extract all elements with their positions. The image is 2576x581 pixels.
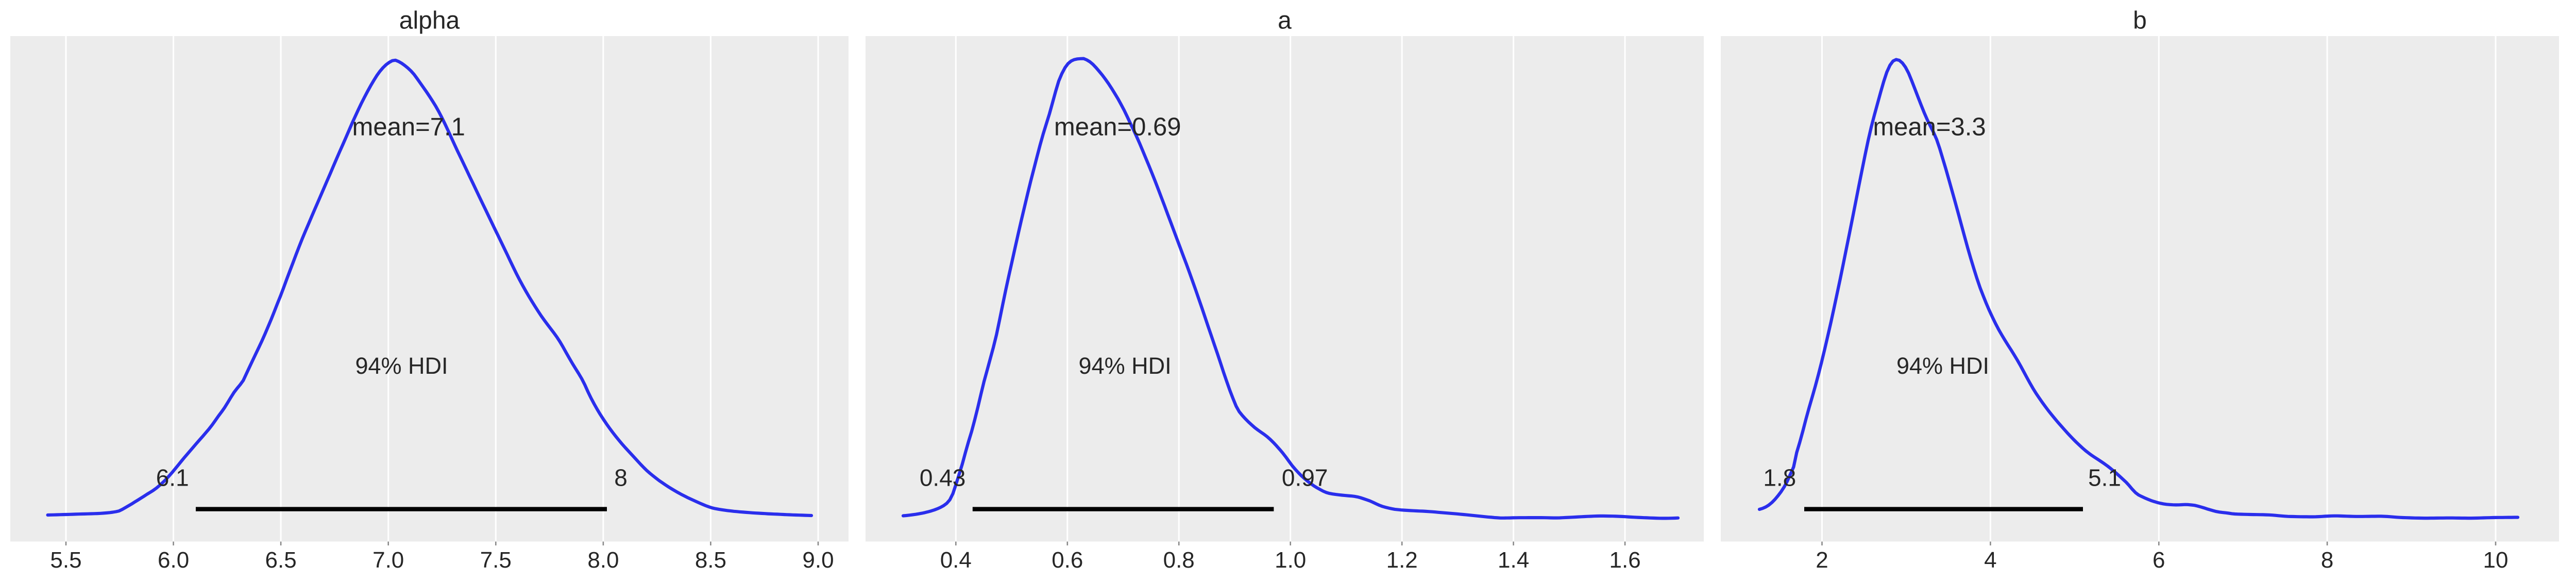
svg-text:8.0: 8.0 [587,547,619,573]
svg-text:6.1: 6.1 [156,464,189,491]
svg-text:10: 10 [2483,547,2509,573]
svg-text:2: 2 [1816,547,1828,573]
svg-text:94% HDI: 94% HDI [355,353,448,379]
svg-text:0.97: 0.97 [1282,464,1328,491]
svg-text:94% HDI: 94% HDI [1079,353,1172,379]
svg-text:4: 4 [1984,547,1996,573]
svg-text:6: 6 [2153,547,2165,573]
svg-text:5.5: 5.5 [50,547,81,573]
svg-text:0.6: 0.6 [1052,547,1083,573]
svg-text:6.0: 6.0 [158,547,189,573]
svg-text:mean=7.1: mean=7.1 [352,113,465,141]
svg-text:b: b [2133,7,2147,34]
svg-text:0.43: 0.43 [920,464,966,491]
svg-text:5.1: 5.1 [2088,464,2121,491]
svg-text:1.4: 1.4 [1498,547,1529,573]
svg-text:alpha: alpha [399,7,460,34]
svg-text:94% HDI: 94% HDI [1896,353,1989,379]
svg-text:mean=3.3: mean=3.3 [1873,113,1986,141]
svg-text:9.0: 9.0 [802,547,834,573]
svg-text:8: 8 [614,464,628,491]
svg-text:0.4: 0.4 [940,547,972,573]
svg-text:mean=0.69: mean=0.69 [1054,113,1181,141]
svg-text:1.8: 1.8 [1763,464,1796,491]
svg-text:1.0: 1.0 [1275,547,1306,573]
svg-text:1.2: 1.2 [1386,547,1418,573]
svg-text:8: 8 [2321,547,2333,573]
svg-text:7.5: 7.5 [480,547,512,573]
svg-text:7.0: 7.0 [372,547,404,573]
svg-text:1.6: 1.6 [1609,547,1641,573]
svg-text:0.8: 0.8 [1163,547,1195,573]
svg-text:6.5: 6.5 [265,547,297,573]
svg-text:a: a [1278,7,1292,34]
svg-text:8.5: 8.5 [695,547,726,573]
